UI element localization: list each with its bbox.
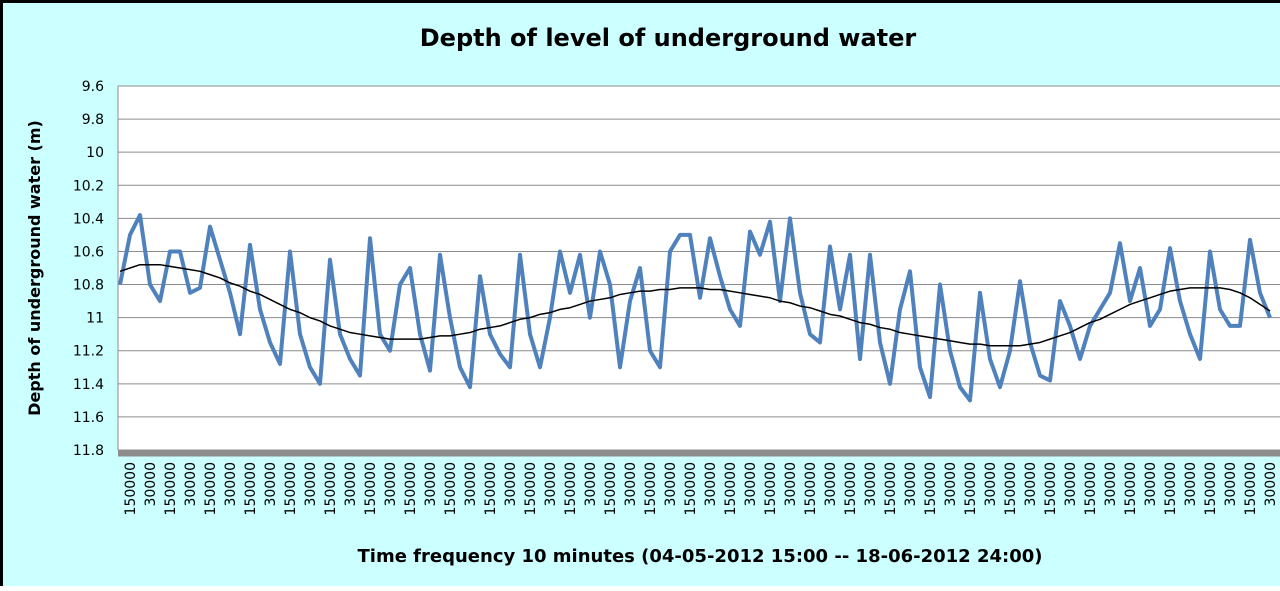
x-tick-label: 30000 [663,462,679,507]
x-tick-label: 150000 [1243,462,1259,515]
x-tick-label: 150000 [923,462,939,515]
x-tick-label: 150000 [203,462,219,515]
chart-title: Depth of level of underground water [420,24,917,52]
x-tick-label: 30000 [1063,462,1079,507]
x-tick-label: 30000 [743,462,759,507]
x-tick-label: 30000 [703,462,719,507]
x-tick-label: 30000 [863,462,879,507]
y-tick-label: 10.2 [73,178,104,194]
y-tick-label: 10.4 [73,211,104,227]
x-tick-label: 30000 [303,462,319,507]
x-tick-label: 150000 [243,462,259,515]
x-tick-label: 30000 [263,462,279,507]
y-axis-title: Depth of underground water (m) [25,120,44,416]
x-tick-label: 30000 [1263,462,1279,507]
x-tick-label: 30000 [503,462,519,507]
x-tick-label: 150000 [843,462,859,515]
y-tick-label: 9.8 [82,112,104,128]
y-tick-label: 11.6 [73,410,104,426]
y-tick-label: 10 [86,145,104,161]
x-tick-label: 30000 [1183,462,1199,507]
x-tick-label: 30000 [343,462,359,507]
x-tick-label: 30000 [463,462,479,507]
x-tick-label: 150000 [363,462,379,515]
y-tick-label: 9.6 [82,79,104,95]
x-tick-label: 150000 [403,462,419,515]
x-tick-label: 150000 [963,462,979,515]
x-tick-label: 30000 [143,462,159,507]
x-tick-label: 30000 [623,462,639,507]
y-tick-label: 11.2 [73,344,104,360]
y-tick-label: 10.6 [73,244,104,260]
x-tick-label: 30000 [1223,462,1239,507]
x-tick-label: 150000 [1003,462,1019,515]
x-tick-label: 150000 [723,462,739,515]
x-tick-label: 30000 [223,462,239,507]
x-tick-label: 30000 [1103,462,1119,507]
x-tick-label: 150000 [163,462,179,515]
y-tick-label: 10.8 [73,278,104,294]
x-tick-label: 150000 [483,462,499,515]
x-tick-label: 30000 [423,462,439,507]
x-tick-label: 30000 [823,462,839,507]
x-tick-label: 150000 [683,462,699,515]
x-tick-label: 150000 [283,462,299,515]
x-tick-label: 150000 [803,462,819,515]
x-tick-label: 150000 [1123,462,1139,515]
x-tick-label: 150000 [643,462,659,515]
x-tick-label: 30000 [183,462,199,507]
x-tick-label: 30000 [1143,462,1159,507]
y-tick-label: 11.4 [73,377,104,393]
x-tick-label: 150000 [443,462,459,515]
x-tick-label: 150000 [1043,462,1059,515]
x-tick-label: 150000 [123,462,139,515]
x-tick-label: 150000 [603,462,619,515]
x-tick-label: 30000 [983,462,999,507]
x-tick-label: 30000 [943,462,959,507]
x-tick-label: 30000 [783,462,799,507]
x-tick-label: 150000 [523,462,539,515]
x-tick-label: 150000 [1163,462,1179,515]
x-tick-label: 150000 [1203,462,1219,515]
y-tick-label: 11.8 [73,443,104,459]
x-tick-label: 150000 [323,462,339,515]
x-tick-label: 150000 [1083,462,1099,515]
y-tick-label: 11 [86,311,104,327]
x-tick-label: 150000 [763,462,779,515]
x-axis-title: Time frequency 10 minutes (04-05-2012 15… [358,546,1043,567]
x-tick-label: 150000 [883,462,899,515]
x-tick-label: 30000 [583,462,599,507]
x-tick-label: 30000 [383,462,399,507]
x-tick-label: 30000 [1023,462,1039,507]
x-tick-label: 150000 [563,462,579,515]
x-tick-label: 30000 [903,462,919,507]
x-tick-label: 30000 [543,462,559,507]
